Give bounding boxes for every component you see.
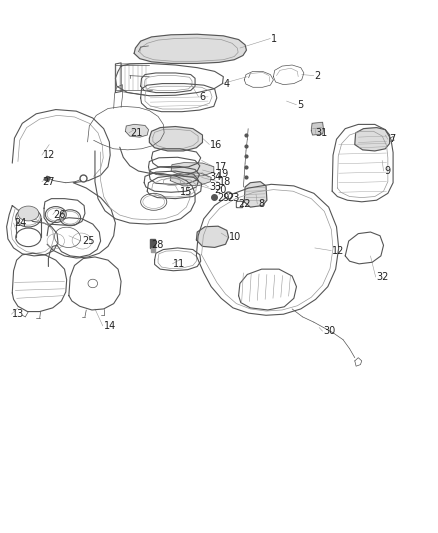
- Text: 28: 28: [152, 240, 164, 251]
- Text: 23: 23: [228, 192, 240, 203]
- Text: 19: 19: [217, 169, 229, 179]
- Text: 5: 5: [297, 100, 304, 110]
- Polygon shape: [170, 173, 211, 186]
- Polygon shape: [149, 126, 202, 151]
- Polygon shape: [196, 226, 229, 247]
- Text: 14: 14: [104, 321, 116, 331]
- Text: 21: 21: [130, 128, 142, 138]
- Polygon shape: [355, 127, 390, 151]
- Text: 29: 29: [217, 192, 229, 203]
- Polygon shape: [244, 182, 267, 207]
- Text: 12: 12: [332, 246, 345, 256]
- Text: 16: 16: [210, 140, 223, 150]
- Polygon shape: [44, 176, 50, 182]
- Text: 1: 1: [271, 34, 277, 44]
- Text: 6: 6: [199, 92, 205, 102]
- Text: 26: 26: [53, 209, 66, 220]
- Text: 25: 25: [82, 236, 95, 246]
- Text: 8: 8: [258, 199, 264, 209]
- Text: 33: 33: [209, 182, 222, 192]
- Bar: [151, 248, 155, 252]
- Ellipse shape: [18, 206, 39, 221]
- Text: 10: 10: [229, 232, 241, 243]
- Text: 20: 20: [215, 184, 227, 195]
- Text: 30: 30: [323, 326, 336, 336]
- Text: 15: 15: [180, 187, 192, 197]
- Polygon shape: [311, 122, 323, 135]
- Text: 13: 13: [12, 309, 25, 319]
- Bar: [150, 239, 155, 248]
- Polygon shape: [171, 163, 214, 176]
- Text: 7: 7: [389, 134, 395, 144]
- Text: 18: 18: [219, 176, 231, 187]
- Text: 17: 17: [215, 162, 227, 172]
- Text: 4: 4: [223, 78, 230, 88]
- Text: 22: 22: [239, 199, 251, 209]
- Polygon shape: [134, 34, 247, 63]
- Text: 9: 9: [385, 166, 391, 176]
- Polygon shape: [125, 124, 148, 137]
- Text: 27: 27: [43, 176, 55, 187]
- Text: 34: 34: [209, 172, 222, 182]
- Text: 2: 2: [315, 70, 321, 80]
- Text: 11: 11: [173, 259, 186, 269]
- Text: 32: 32: [377, 272, 389, 282]
- Text: 12: 12: [43, 150, 55, 160]
- Text: 24: 24: [14, 218, 27, 228]
- Text: 31: 31: [316, 128, 328, 138]
